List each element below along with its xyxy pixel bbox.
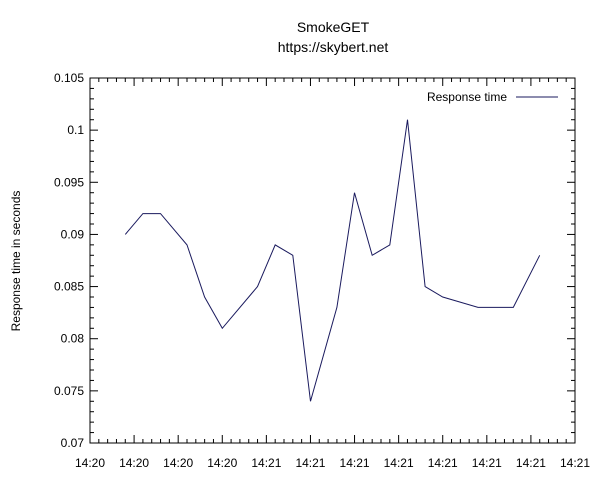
y-tick-label: 0.07 xyxy=(61,436,85,450)
x-axis: 14:20 14:20 14:20 14:20 14:21 14:21 14:21 14:21… xyxy=(75,78,590,470)
y-tick-label: 0.08 xyxy=(61,332,85,346)
y-axis: 0.07 0.075 0.08 0.085 0.09 0.095 0.1 0.105 xyxy=(54,71,575,450)
series-group xyxy=(124,119,541,402)
x-tick-label: 14:20 xyxy=(119,456,149,470)
series-line-response-time xyxy=(124,119,541,402)
x-tick-label: 14:21 xyxy=(428,456,458,470)
x-tick-label: 14:21 xyxy=(516,456,546,470)
chart-subtitle: https://skybert.net xyxy=(278,39,389,55)
y-axis-label: Response time in seconds xyxy=(9,191,23,332)
legend: Response time xyxy=(427,90,558,104)
y-tick-label: 0.105 xyxy=(54,71,84,85)
x-tick-label: 14:20 xyxy=(163,456,193,470)
x-tick-label: 14:21 xyxy=(384,456,414,470)
x-tick-label: 14:21 xyxy=(295,456,325,470)
x-tick-label: 14:21 xyxy=(560,456,590,470)
y-tick-label: 0.095 xyxy=(54,175,84,189)
y-tick-label: 0.1 xyxy=(67,123,84,137)
plot-frame xyxy=(89,77,576,444)
x-tick-label: 14:20 xyxy=(75,456,105,470)
y-tick-label: 0.085 xyxy=(54,280,84,294)
x-tick-label: 14:21 xyxy=(340,456,370,470)
x-tick-label: 14:21 xyxy=(251,456,281,470)
y-tick-label: 0.075 xyxy=(54,384,84,398)
x-tick-label: 14:21 xyxy=(472,456,502,470)
y-tick-label: 0.09 xyxy=(61,227,85,241)
x-tick-label: 14:20 xyxy=(207,456,237,470)
legend-label-response-time: Response time xyxy=(427,90,507,104)
chart-title: SmokeGET xyxy=(297,19,370,35)
